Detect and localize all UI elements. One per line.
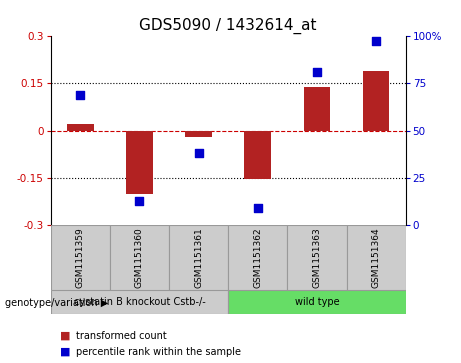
Text: GSM1151362: GSM1151362 (253, 227, 262, 288)
Bar (244, 131, 271, 179)
Bar (110, 225, 169, 290)
Bar (228, 225, 287, 290)
Text: cystatin B knockout Cstb-/-: cystatin B knockout Cstb-/- (74, 297, 205, 307)
Text: GSM1151359: GSM1151359 (76, 227, 85, 288)
Point (136, 199, 143, 204)
Bar (169, 225, 228, 290)
Text: wild type: wild type (295, 297, 339, 307)
Bar (228, 290, 406, 314)
Point (254, 205, 261, 211)
Bar (185, 131, 212, 137)
Bar (67, 125, 94, 131)
Text: ■: ■ (60, 347, 71, 357)
Bar (347, 225, 406, 290)
Title: GDS5090 / 1432614_at: GDS5090 / 1432614_at (139, 17, 317, 33)
Bar (126, 131, 153, 193)
Text: GSM1151364: GSM1151364 (372, 227, 381, 288)
Point (372, 38, 380, 44)
Point (195, 150, 202, 156)
Text: GSM1151361: GSM1151361 (194, 227, 203, 288)
Bar (363, 71, 390, 131)
Point (313, 70, 320, 76)
Text: GSM1151363: GSM1151363 (313, 227, 321, 288)
Bar (51, 225, 110, 290)
Text: percentile rank within the sample: percentile rank within the sample (76, 347, 241, 357)
Text: ■: ■ (60, 331, 71, 341)
Point (77, 91, 84, 97)
Bar (304, 87, 330, 131)
Text: transformed count: transformed count (76, 331, 167, 341)
Text: genotype/variation ▶: genotype/variation ▶ (5, 298, 108, 308)
Bar (287, 225, 347, 290)
Text: GSM1151360: GSM1151360 (135, 227, 144, 288)
Bar (51, 290, 228, 314)
